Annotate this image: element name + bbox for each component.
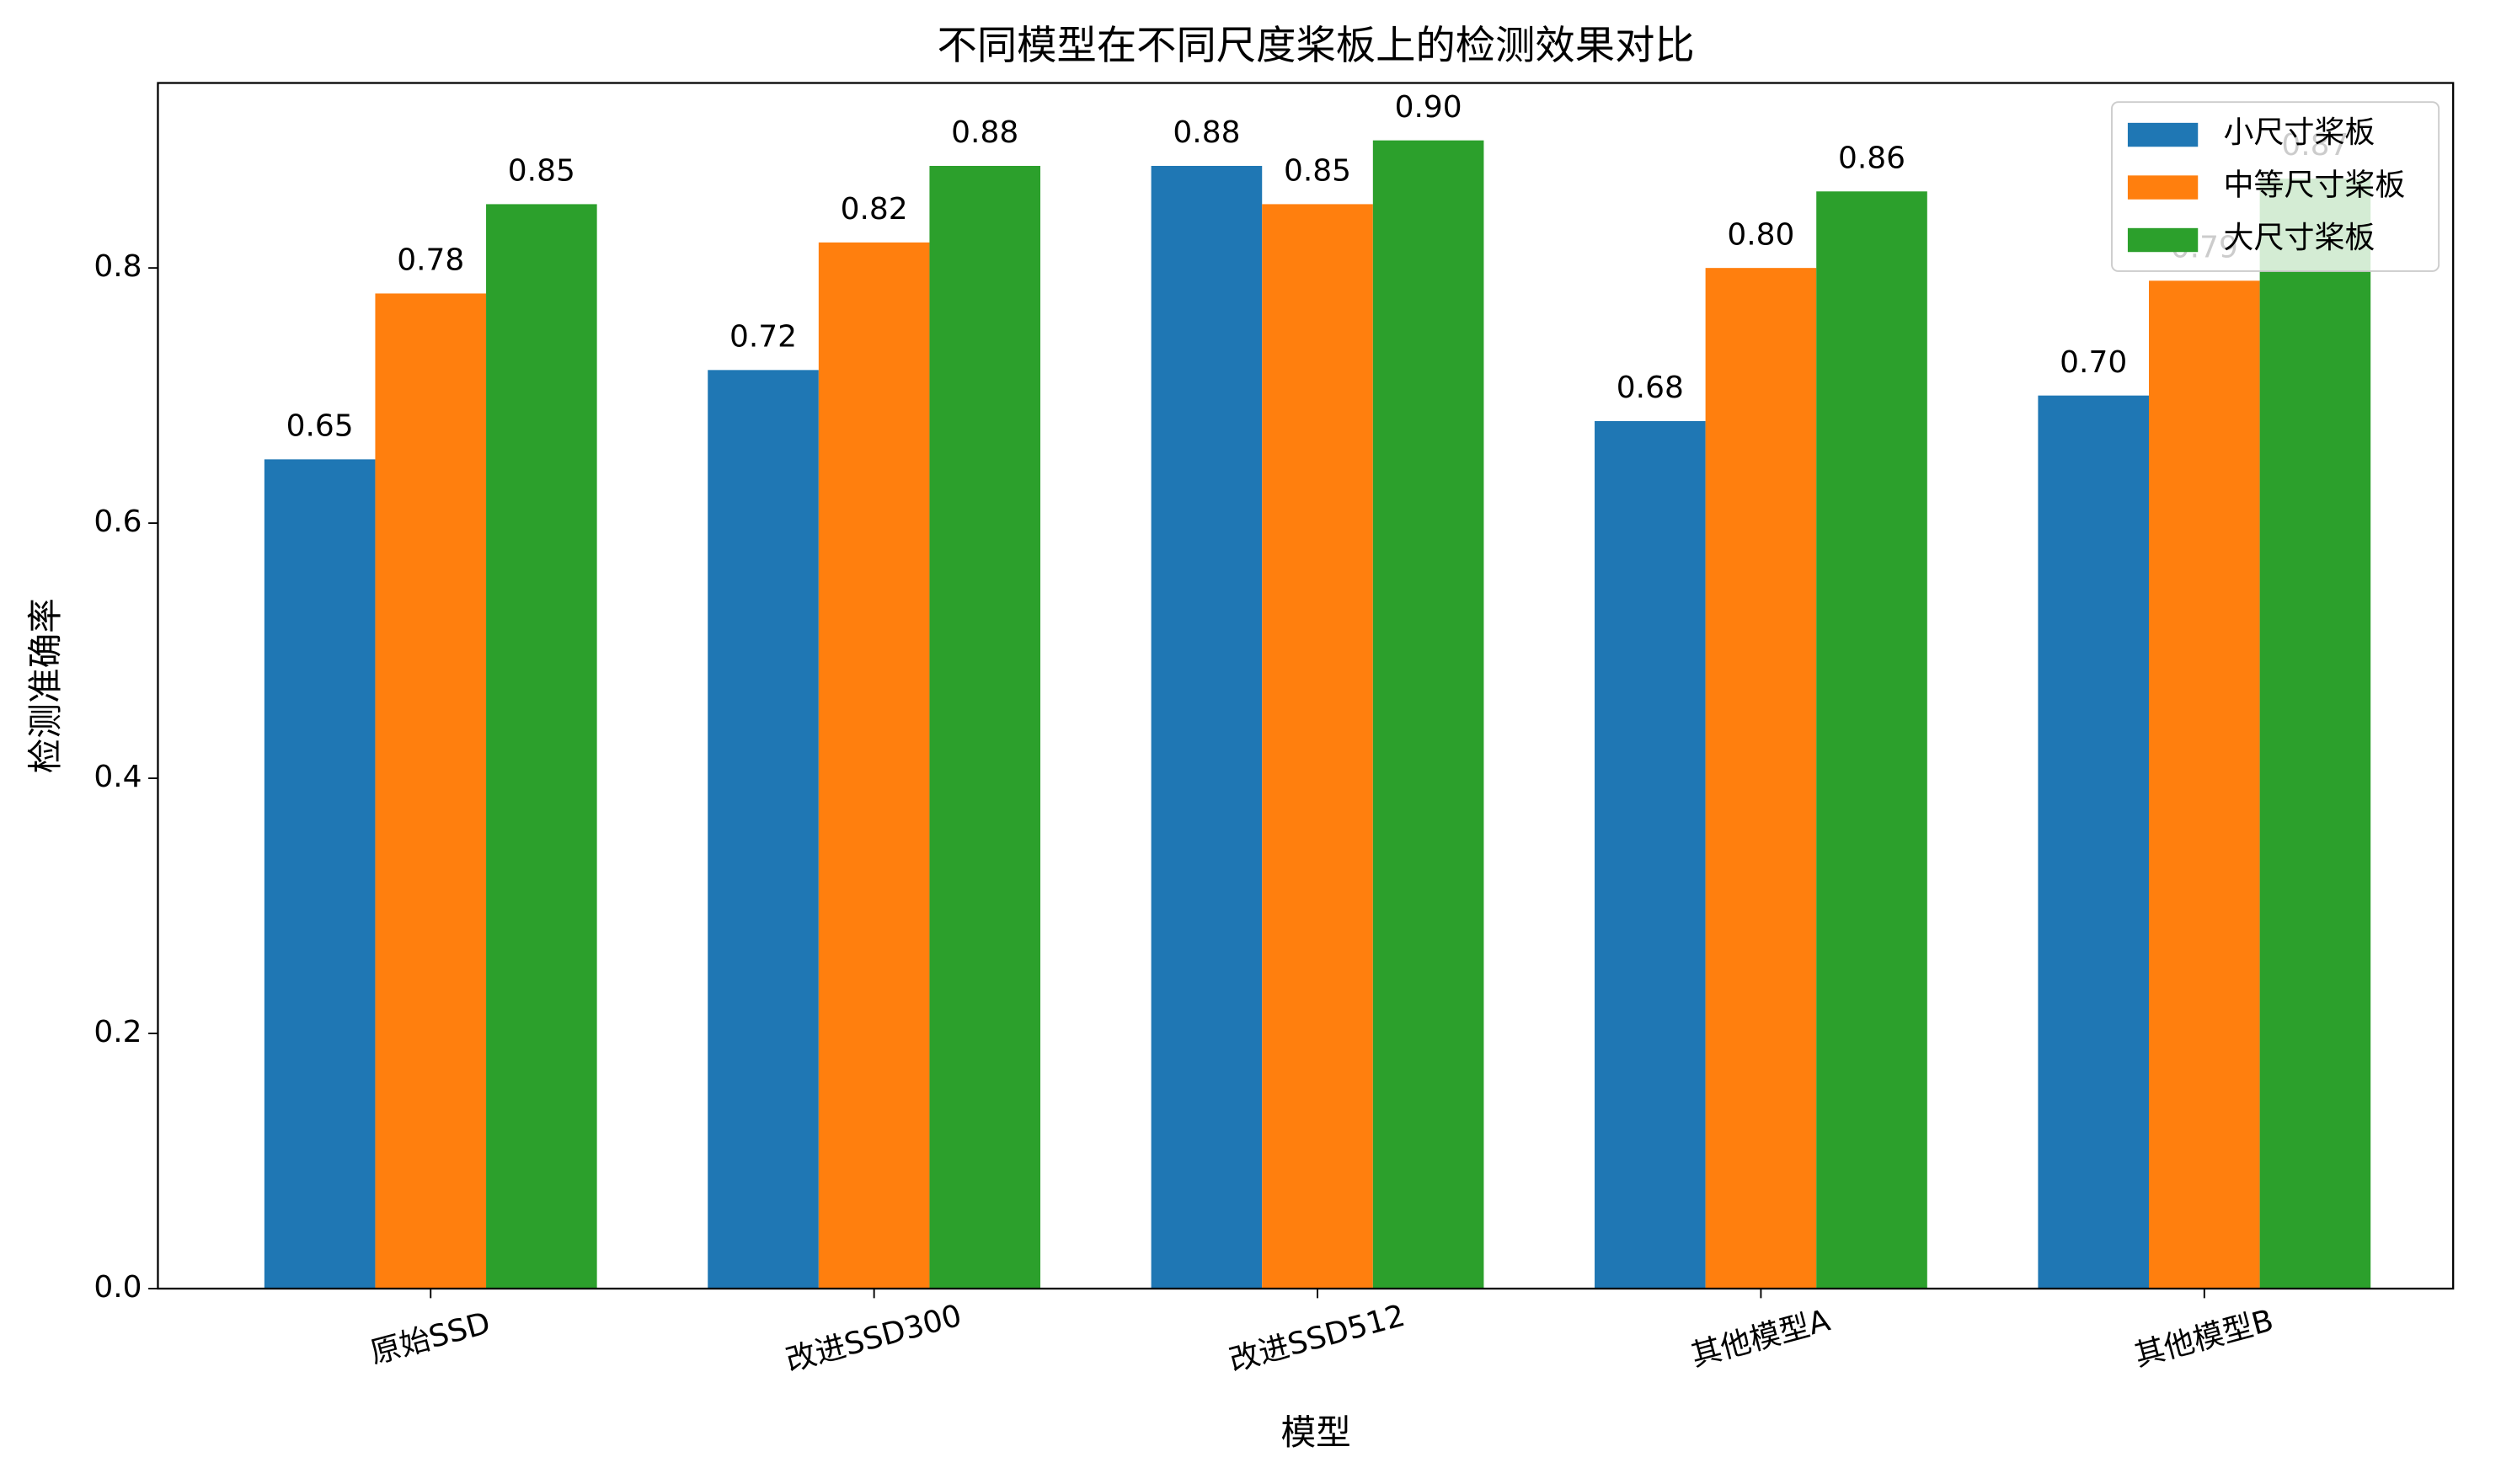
chart-title: 不同模型在不同尺度桨板上的检测效果对比 xyxy=(938,23,1695,69)
legend-swatch xyxy=(2127,175,2199,200)
bar xyxy=(929,165,1041,1289)
value-label: 0.86 xyxy=(1838,141,1905,175)
y-tick-label: 0.8 xyxy=(94,249,142,284)
x-tick-label: 原始SSD xyxy=(366,1306,494,1371)
value-label: 0.70 xyxy=(2060,345,2127,380)
x-axis-label: 模型 xyxy=(1280,1412,1350,1453)
bar xyxy=(1372,140,1484,1289)
value-label: 0.78 xyxy=(397,243,464,278)
x-tick-label: 其他模型B xyxy=(2131,1304,2277,1374)
x-tick-label: 改进SSD512 xyxy=(1226,1299,1408,1379)
bar xyxy=(486,204,597,1289)
value-label: 0.72 xyxy=(729,319,797,354)
bar xyxy=(2149,280,2260,1289)
value-label: 0.82 xyxy=(841,192,908,227)
legend-label: 小尺寸桨板 xyxy=(2224,115,2375,150)
value-label: 0.85 xyxy=(1284,154,1351,189)
bar xyxy=(2259,179,2371,1289)
legend-swatch xyxy=(2127,122,2199,147)
x-tick-label: 其他模型A xyxy=(1687,1303,1834,1373)
y-tick-label: 0.4 xyxy=(94,760,142,794)
y-tick-label: 0.6 xyxy=(94,504,142,539)
bar xyxy=(708,370,819,1289)
bar xyxy=(1595,420,1706,1289)
value-label: 0.68 xyxy=(1617,371,1684,405)
legend-label: 大尺寸桨板 xyxy=(2224,221,2375,255)
bar xyxy=(1262,204,1373,1289)
y-axis-label: 检测准确率 xyxy=(24,598,66,773)
value-label: 0.90 xyxy=(1395,90,1462,125)
bar xyxy=(818,242,930,1289)
value-label: 0.85 xyxy=(508,154,575,189)
bar xyxy=(2038,395,2150,1289)
y-tick-label: 0.2 xyxy=(94,1015,142,1049)
bar xyxy=(1151,165,1263,1289)
value-label: 0.88 xyxy=(1173,115,1240,150)
plot-frame xyxy=(157,82,2455,1290)
bar xyxy=(375,293,487,1289)
bar xyxy=(1705,268,1817,1289)
y-tick-label: 0.0 xyxy=(94,1270,142,1305)
bar xyxy=(264,459,376,1289)
bar xyxy=(1816,191,1927,1289)
legend-label: 中等尺寸桨板 xyxy=(2224,168,2406,203)
x-tick-label: 改进SSD300 xyxy=(783,1299,965,1379)
legend-swatch xyxy=(2127,227,2199,253)
value-label: 0.88 xyxy=(951,115,1018,150)
value-label: 0.80 xyxy=(1727,217,1794,252)
value-label: 0.65 xyxy=(286,409,354,444)
